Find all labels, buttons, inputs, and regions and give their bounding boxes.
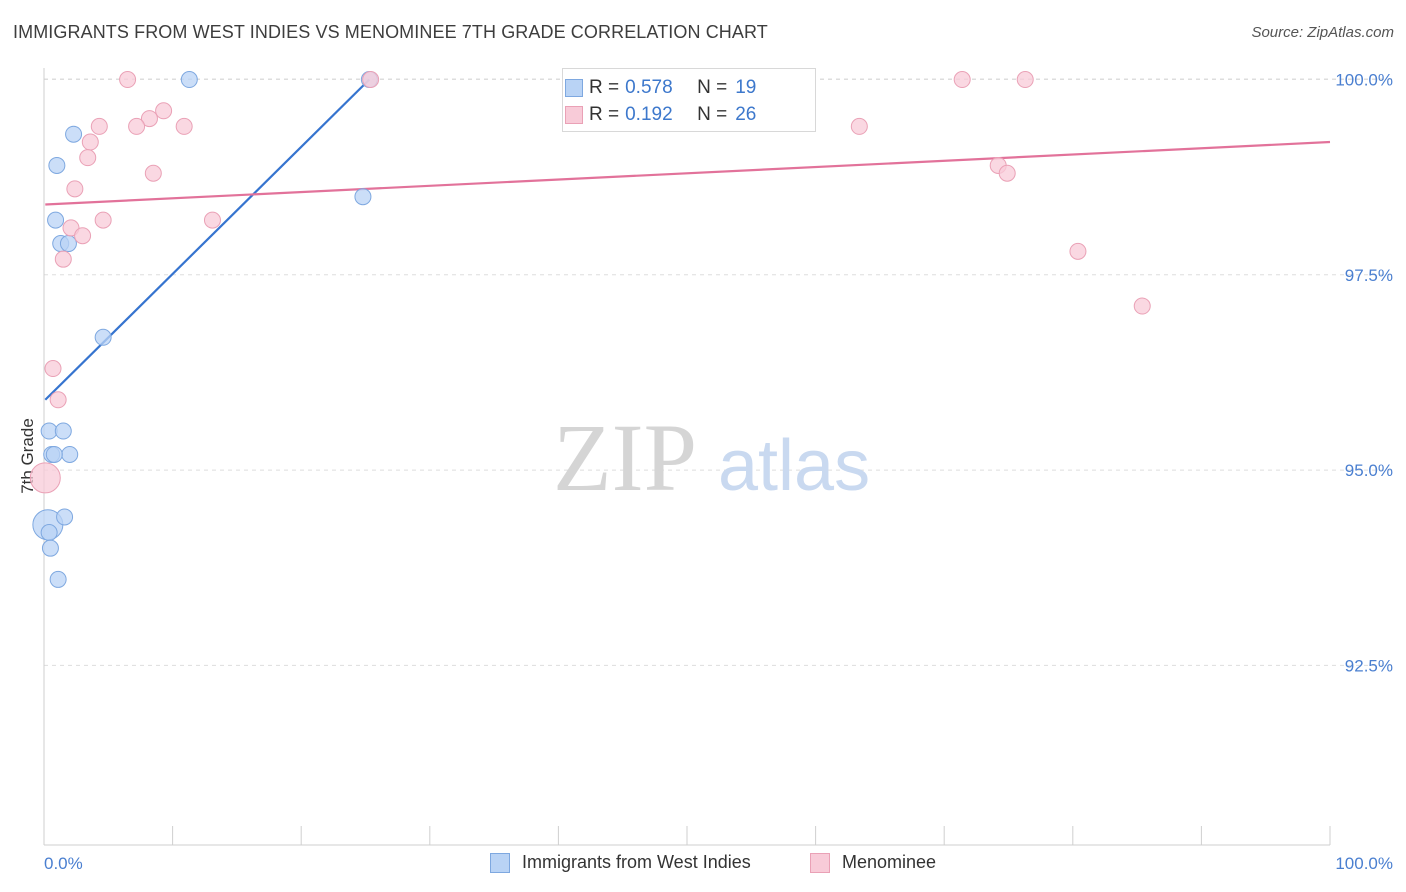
blue-data-point [40, 422, 58, 440]
blue-data-point [94, 328, 112, 346]
x-tick-label: 100.0% [1335, 854, 1393, 873]
pink-n-value: 26 [735, 104, 757, 125]
x-tick-labels: 0.0% 100.0% [44, 854, 1393, 873]
pink-swatch [565, 106, 583, 124]
pink-data-point [79, 149, 97, 167]
blue-data-point [49, 570, 67, 588]
pink-data-point [81, 133, 99, 151]
blue-data-point [54, 422, 72, 440]
pink-data-point [54, 250, 72, 268]
pink-data-point [94, 211, 112, 229]
pink-data-point [49, 391, 67, 409]
stats-row-blue: R = 0.578 N = 19 [565, 75, 757, 101]
blue-r-value: 0.578 [625, 77, 673, 98]
legend-blue-label: Immigrants from West Indies [522, 852, 751, 872]
stats-row-pink: R = 0.192 N = 26 [565, 102, 757, 128]
pink-data-point [128, 117, 146, 135]
blue-data-point [354, 188, 372, 206]
blue-n-value: 19 [735, 77, 757, 98]
pink-data-point [155, 102, 173, 120]
blue-data-point [48, 156, 66, 174]
blue-data-point [45, 445, 63, 463]
blue-data-point [59, 235, 77, 253]
legend-blue-swatch [490, 852, 510, 873]
pink-trend-line [45, 140, 1331, 206]
pink-data-point [1069, 242, 1087, 260]
pink-data-point [29, 462, 61, 494]
stats-legend-box: R = 0.578 N = 19 R = 0.192 N = 26 [562, 68, 816, 132]
watermark-zip: ZIP [553, 404, 697, 511]
pink-data-point [140, 110, 158, 128]
pink-data-point [953, 71, 971, 89]
r-label: R = [589, 104, 620, 125]
pink-r-value: 0.192 [625, 104, 673, 125]
pink-data-point [66, 180, 84, 198]
chart-legend: Immigrants from West Indies Menominee [0, 852, 1406, 878]
data-points [29, 71, 1151, 588]
blue-data-point [56, 508, 74, 526]
pink-data-point [850, 117, 868, 135]
n-label: N = [697, 104, 728, 125]
n-label: N = [697, 77, 728, 98]
y-tick-label: 100.0% [1335, 71, 1393, 90]
pink-data-point [1133, 297, 1151, 315]
pink-data-point [203, 211, 221, 229]
pink-data-point [1016, 71, 1034, 89]
watermark: ZIP atlas [553, 404, 870, 511]
blue-data-point [41, 539, 59, 557]
legend-item-pink[interactable]: Menominee [810, 852, 936, 873]
pink-data-point [74, 227, 92, 245]
trend-lines [44, 78, 1331, 401]
pink-data-point [362, 71, 380, 89]
blue-trend-line [44, 78, 371, 401]
legend-item-blue[interactable]: Immigrants from West Indies [490, 852, 751, 873]
y-tick-label: 95.0% [1345, 461, 1393, 480]
blue-data-point [65, 125, 83, 143]
pink-data-point [44, 360, 62, 378]
pink-data-point [175, 117, 193, 135]
blue-data-point [180, 71, 198, 89]
pink-data-point [144, 164, 162, 182]
blue-data-point [40, 524, 58, 542]
blue-swatch [565, 79, 583, 97]
y-tick-labels: 100.0% 97.5% 95.0% 92.5% [1335, 71, 1393, 676]
r-label: R = [589, 77, 620, 98]
legend-pink-label: Menominee [842, 852, 937, 872]
y-tick-label: 92.5% [1345, 656, 1393, 675]
pink-data-point [998, 164, 1016, 182]
blue-data-point [61, 445, 79, 463]
pink-data-point [90, 117, 108, 135]
chart-title: IMMIGRANTS FROM WEST INDIES VS MENOMINEE… [13, 22, 768, 42]
pink-data-point [119, 71, 137, 89]
legend-pink-swatch [810, 852, 830, 873]
y-tick-label: 97.5% [1345, 266, 1393, 285]
blue-data-point [47, 211, 65, 229]
watermark-atlas: atlas [718, 426, 870, 506]
source-label: Source: ZipAtlas.com [1251, 24, 1394, 41]
gridlines [44, 78, 1392, 666]
x-tick-label: 0.0% [44, 854, 83, 873]
